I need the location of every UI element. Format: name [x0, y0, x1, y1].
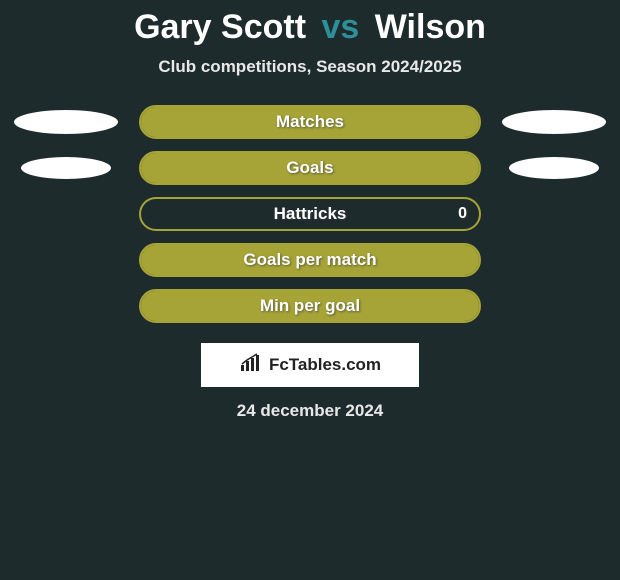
- subtitle: Club competitions, Season 2024/2025: [0, 57, 620, 77]
- avatar-slot-left: [11, 105, 121, 139]
- chart-icon: [239, 353, 263, 378]
- stat-row: 0.1Goals per match: [0, 243, 620, 277]
- stat-label: Min per goal: [260, 296, 360, 316]
- avatar-slot-right: [499, 243, 609, 277]
- stat-label: Goals per match: [243, 250, 376, 270]
- stat-bar: 10Matches: [139, 105, 481, 139]
- stat-row: 0 Hattricks: [0, 197, 620, 231]
- stat-row: 1Goals: [0, 151, 620, 185]
- stat-label: Matches: [276, 112, 344, 132]
- avatar-slot-left: [11, 197, 121, 231]
- stat-bar: 0.1Goals per match: [139, 243, 481, 277]
- vs-label: vs: [321, 8, 359, 46]
- player-a-avatar: [21, 157, 111, 179]
- avatar-slot-right: [499, 197, 609, 231]
- player-a-avatar: [14, 110, 118, 134]
- stat-label: Goals: [286, 158, 333, 178]
- stat-row: 1170Min per goal: [0, 289, 620, 323]
- footer-date: 24 december 2024: [0, 401, 620, 421]
- source-logo: FcTables.com: [201, 343, 419, 387]
- logo-text: FcTables.com: [269, 355, 381, 375]
- avatar-slot-left: [11, 289, 121, 323]
- stat-value-b: 0: [458, 205, 467, 223]
- stat-bars: 10Matches 1Goals 0 Hattricks 0.1Goals per ma…: [0, 105, 620, 323]
- stat-bar: 1Goals: [139, 151, 481, 185]
- player-b-name: Wilson: [375, 8, 486, 46]
- stat-row: 10Matches: [0, 105, 620, 139]
- comparison-card: Gary Scott vs Wilson Club competitions, …: [0, 0, 620, 421]
- avatar-slot-left: [11, 151, 121, 185]
- stat-bar: 0 Hattricks: [139, 197, 481, 231]
- avatar-slot-left: [11, 243, 121, 277]
- stat-bar: 1170Min per goal: [139, 289, 481, 323]
- stat-label: Hattricks: [274, 204, 347, 224]
- player-b-avatar: [509, 157, 599, 179]
- player-b-avatar: [502, 110, 606, 134]
- avatar-slot-right: [499, 151, 609, 185]
- page-title: Gary Scott vs Wilson: [0, 8, 620, 47]
- avatar-slot-right: [499, 289, 609, 323]
- player-a-name: Gary Scott: [134, 8, 306, 46]
- avatar-slot-right: [499, 105, 609, 139]
